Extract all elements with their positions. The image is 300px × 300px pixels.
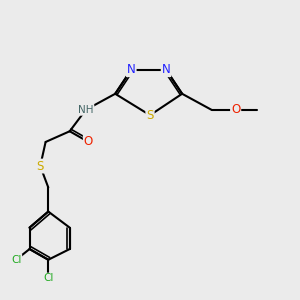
Text: NH: NH: [78, 105, 94, 115]
Text: O: O: [231, 103, 240, 116]
Text: N: N: [127, 63, 136, 76]
Text: S: S: [146, 109, 154, 122]
Text: N: N: [162, 63, 170, 76]
Text: O: O: [84, 136, 93, 148]
Text: Cl: Cl: [43, 274, 53, 284]
Text: S: S: [37, 160, 44, 172]
Text: Cl: Cl: [11, 255, 21, 265]
